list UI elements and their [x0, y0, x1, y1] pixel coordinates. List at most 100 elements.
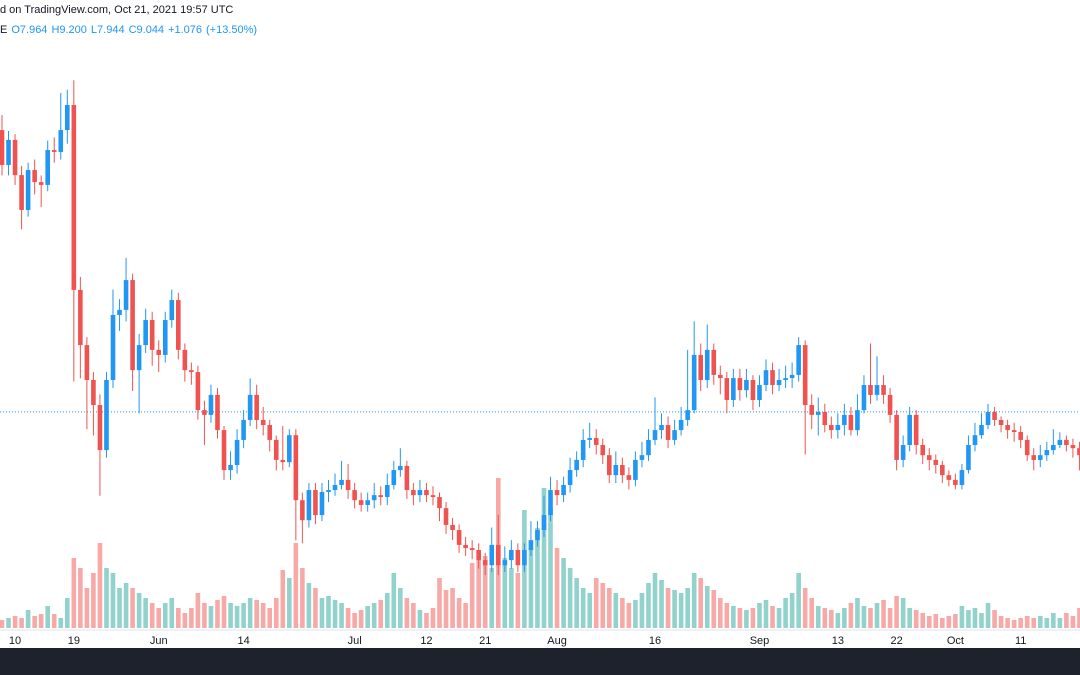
volume-bar	[509, 568, 514, 628]
volume-bar	[443, 590, 449, 628]
volume-bar	[424, 613, 429, 628]
volume-bar	[691, 573, 697, 628]
header-title: d on TradingView.com, Oct 21, 2021 19:57…	[0, 4, 234, 16]
candle-body	[202, 410, 207, 415]
volume-bar	[783, 598, 788, 628]
volume-bar	[287, 578, 292, 628]
volume-bar	[352, 613, 357, 628]
candle-body	[38, 182, 44, 185]
x-tick-label: 19	[68, 635, 80, 647]
candle-body	[515, 549, 521, 566]
candle-body	[887, 394, 893, 415]
volume-bar	[143, 598, 148, 628]
volume-bar	[19, 618, 24, 628]
candle-body	[691, 354, 697, 411]
candle-body	[985, 412, 991, 426]
volume-bar	[613, 593, 619, 628]
volume-bar	[365, 606, 370, 628]
x-tick-label: 21	[479, 635, 491, 647]
candle-body	[842, 414, 847, 426]
candle-body	[182, 349, 188, 371]
volume-bar	[306, 583, 312, 628]
change-percent-label: (+13.50%)	[206, 24, 258, 36]
volume-bar	[254, 600, 259, 628]
candle-body	[724, 378, 730, 400]
volume-bar	[215, 600, 220, 628]
volume-bar	[587, 593, 592, 628]
volume-bar	[966, 610, 971, 628]
candle-body	[633, 459, 638, 480]
candle-body	[926, 455, 932, 460]
candle-body	[1018, 432, 1023, 440]
volume-bar	[829, 610, 834, 628]
candle-body	[463, 544, 468, 549]
candle-body	[110, 314, 116, 380]
volume-bar	[652, 573, 658, 628]
x-tick-label: Jul	[348, 635, 362, 647]
candle-body	[384, 484, 390, 498]
candle-body	[1070, 445, 1076, 449]
candle-body	[796, 345, 801, 375]
volume-bar	[84, 588, 90, 628]
candle-body	[495, 544, 501, 566]
candle-body	[313, 490, 318, 516]
volume-bar	[130, 588, 135, 628]
candle-body	[378, 495, 384, 498]
volume-bar	[1024, 616, 1030, 628]
volume-bar	[267, 608, 273, 628]
candle-body	[12, 139, 18, 176]
candle-body	[881, 385, 886, 395]
candle-body	[391, 470, 397, 485]
candle-body	[770, 370, 775, 386]
candle-body	[744, 379, 749, 391]
candle-body	[522, 549, 527, 566]
volume-bar	[659, 580, 664, 628]
candle-body	[829, 425, 834, 431]
volume-bar	[802, 588, 808, 628]
candle-body	[1024, 439, 1030, 456]
candle-body	[998, 419, 1004, 426]
volume-bar	[450, 588, 455, 628]
volume-bar	[1037, 616, 1043, 628]
candle-body	[149, 320, 155, 350]
candle-body	[737, 378, 743, 391]
volume-bar	[574, 578, 579, 628]
candle-body	[900, 445, 906, 460]
candle-body	[953, 479, 958, 485]
candle-body	[247, 394, 253, 420]
volume-bar	[796, 573, 801, 628]
volume-bar	[476, 558, 481, 628]
volume-bar	[770, 606, 775, 628]
candle-body	[306, 490, 312, 521]
candle-body	[45, 150, 51, 185]
volume-bar	[411, 603, 416, 628]
volume-bar	[992, 610, 997, 628]
volume-bar	[300, 568, 305, 628]
volume-bar	[313, 588, 318, 628]
volume-bar	[665, 588, 671, 628]
candle-body	[404, 465, 410, 491]
candle-body	[25, 170, 31, 210]
candle-body	[143, 320, 148, 346]
volume-bar	[894, 596, 899, 628]
volume-bar	[463, 603, 468, 628]
candle-body	[855, 410, 860, 431]
candle-body	[659, 425, 664, 431]
candle-body	[626, 475, 632, 480]
candle-body	[91, 379, 96, 406]
volume-bar	[900, 598, 906, 628]
volume-bar	[437, 578, 442, 628]
volume-bar	[541, 488, 547, 628]
high-label: H9.200	[51, 24, 87, 36]
candle-body	[1057, 439, 1063, 446]
volume-bar	[1064, 613, 1069, 628]
candle-body	[763, 370, 769, 386]
volume-bar	[25, 610, 31, 628]
candle-body	[1011, 430, 1017, 433]
volume-bar	[404, 598, 410, 628]
volume-bar	[724, 603, 730, 628]
volume-bar	[985, 603, 991, 628]
bottom-bar	[0, 648, 1080, 675]
candle-body	[371, 495, 377, 501]
